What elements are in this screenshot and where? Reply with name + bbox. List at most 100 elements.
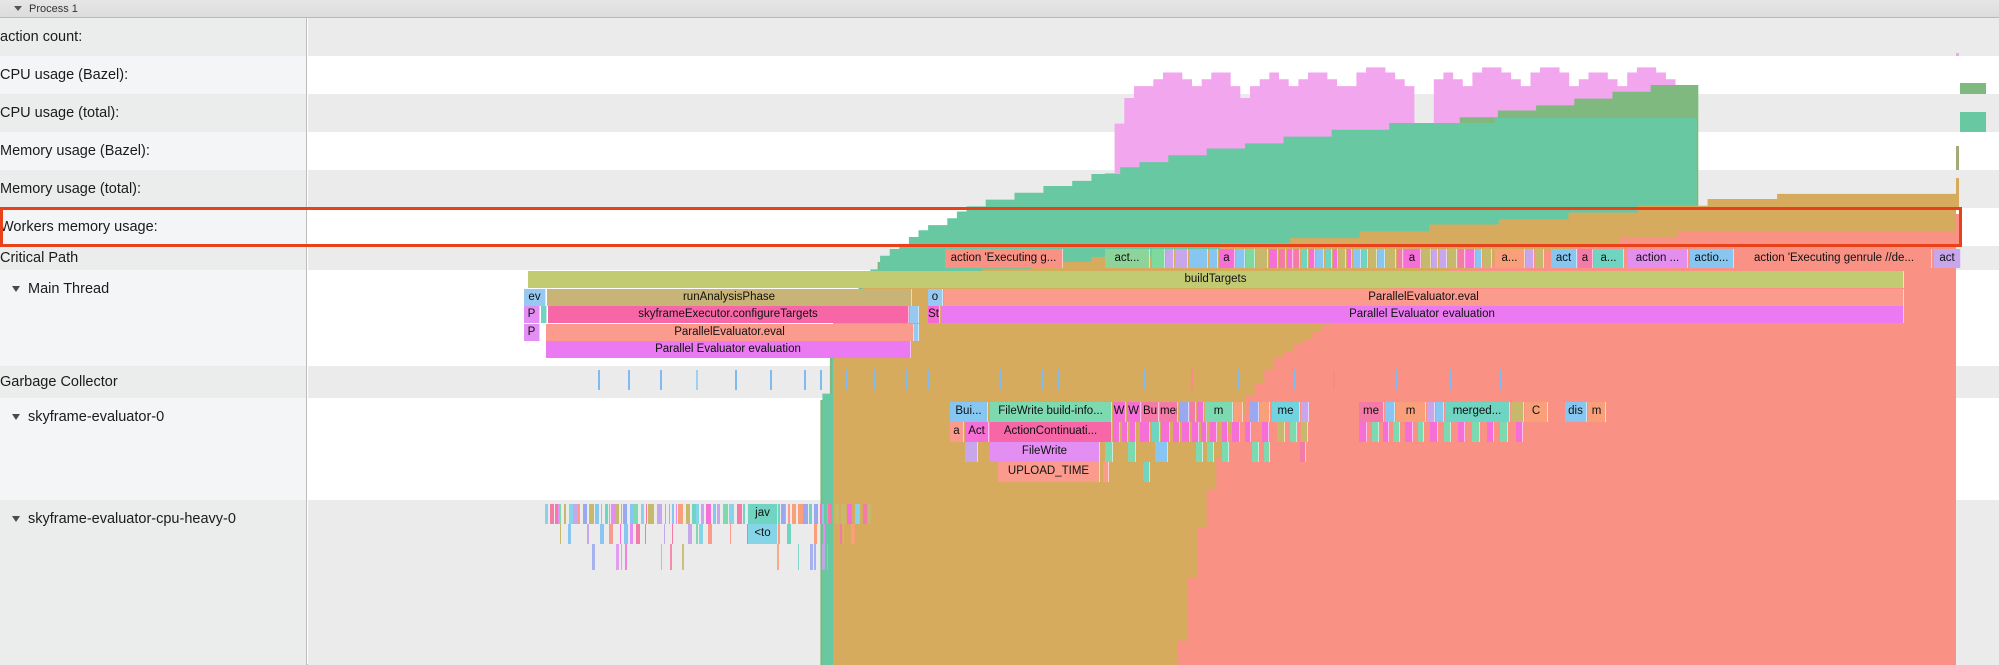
slice-skyframe-evaluator-0[interactable] <box>1418 422 1424 442</box>
gc-marker[interactable] <box>628 370 630 390</box>
gc-marker[interactable] <box>1333 370 1335 390</box>
slice-skyframe-evaluator-cpu-heavy-0[interactable] <box>676 504 677 524</box>
slice-skyframe-evaluator-cpu-heavy-0[interactable] <box>706 504 711 524</box>
slice-critical-path[interactable]: a... <box>1594 249 1624 268</box>
slice-skyframe-evaluator-cpu-heavy-0[interactable] <box>592 544 595 570</box>
slice-skyframe-evaluator-cpu-heavy-0[interactable] <box>843 524 844 544</box>
slice-skyframe-evaluator-0[interactable] <box>1516 422 1523 442</box>
slice-skyframe-evaluator-cpu-heavy-0[interactable] <box>665 504 666 524</box>
slice-skyframe-evaluator-cpu-heavy-0[interactable] <box>609 504 610 524</box>
slice-main-thread[interactable]: Parallel Evaluator evaluation <box>546 341 911 358</box>
slice-critical-path[interactable] <box>1432 249 1438 268</box>
gc-marker[interactable] <box>1237 370 1239 390</box>
slice-critical-path[interactable] <box>1236 249 1245 268</box>
slice-skyframe-evaluator-0[interactable] <box>1264 442 1270 462</box>
slice-skyframe-evaluator-cpu-heavy-0[interactable] <box>573 504 578 524</box>
slice-skyframe-evaluator-0[interactable] <box>1487 422 1494 442</box>
gc-marker[interactable] <box>1450 370 1452 390</box>
slice-skyframe-evaluator-0[interactable] <box>1201 422 1207 442</box>
slice-skyframe-evaluator-cpu-heavy-0[interactable] <box>827 544 828 570</box>
slice-skyframe-evaluator-0[interactable]: UPLOAD_TIME <box>998 462 1100 482</box>
slice-skyframe-evaluator-cpu-heavy-0[interactable] <box>778 524 780 544</box>
slice-skyframe-evaluator-0[interactable] <box>1430 422 1438 442</box>
slice-skyframe-evaluator-cpu-heavy-0[interactable] <box>814 524 817 544</box>
slice-skyframe-evaluator-0[interactable] <box>1262 422 1269 442</box>
caret-down-icon[interactable] <box>12 286 20 292</box>
slice-skyframe-evaluator-cpu-heavy-0[interactable] <box>814 504 818 524</box>
slice-skyframe-evaluator-cpu-heavy-0[interactable] <box>729 504 734 524</box>
slice-critical-path[interactable] <box>1535 249 1544 268</box>
slice-skyframe-evaluator-cpu-heavy-0[interactable] <box>841 504 846 524</box>
slice-skyframe-evaluator-cpu-heavy-0[interactable] <box>792 504 796 524</box>
track-label-row-workers-memory-usage[interactable]: Workers memory usage: <box>0 208 306 246</box>
slice-skyframe-evaluator-cpu-heavy-0[interactable] <box>696 504 699 524</box>
gc-marker[interactable] <box>1057 370 1059 390</box>
slice-skyframe-evaluator-0[interactable] <box>1197 402 1204 422</box>
slice-main-thread[interactable]: Parallel Evaluator evaluation <box>941 306 1904 323</box>
slice-skyframe-evaluator-cpu-heavy-0[interactable] <box>559 504 561 524</box>
gc-marker[interactable] <box>804 370 806 390</box>
slice-skyframe-evaluator-0[interactable] <box>1277 422 1285 442</box>
slice-skyframe-evaluator-cpu-heavy-0[interactable] <box>555 504 558 524</box>
gc-marker[interactable] <box>845 370 847 390</box>
slice-skyframe-evaluator-0[interactable]: m <box>1588 402 1606 422</box>
slice-skyframe-evaluator-cpu-heavy-0[interactable] <box>777 504 780 524</box>
slice-main-thread[interactable]: ParallelEvaluator.eval <box>546 323 914 341</box>
slice-critical-path[interactable] <box>1256 249 1268 268</box>
slice-skyframe-evaluator-cpu-heavy-0[interactable] <box>564 504 566 524</box>
slice-skyframe-evaluator-cpu-heavy-0[interactable] <box>730 524 731 544</box>
slice-skyframe-evaluator-cpu-heavy-0[interactable] <box>798 504 803 524</box>
slice-skyframe-evaluator-cpu-heavy-0[interactable] <box>595 504 599 524</box>
slice-skyframe-evaluator-0[interactable] <box>1383 422 1389 442</box>
slice-skyframe-evaluator-cpu-heavy-0[interactable] <box>781 504 785 524</box>
slice-main-thread[interactable] <box>541 306 547 323</box>
slice-main-thread[interactable] <box>910 306 919 323</box>
gc-marker[interactable] <box>1395 370 1397 390</box>
slice-critical-path[interactable] <box>1166 249 1174 268</box>
slice-skyframe-evaluator-cpu-heavy-0[interactable] <box>669 504 670 524</box>
slice-skyframe-evaluator-0[interactable]: me <box>1359 402 1384 422</box>
slice-critical-path[interactable] <box>1353 249 1361 268</box>
slice-critical-path[interactable] <box>1246 249 1255 268</box>
slice-skyframe-evaluator-0[interactable]: mer <box>1160 402 1178 422</box>
slice-critical-path[interactable] <box>1209 249 1218 268</box>
slice-skyframe-evaluator-cpu-heavy-0[interactable] <box>615 504 619 524</box>
slice-skyframe-evaluator-cpu-heavy-0[interactable] <box>822 504 824 524</box>
slice-skyframe-evaluator-0[interactable] <box>1173 422 1180 442</box>
slice-skyframe-evaluator-0[interactable] <box>1252 442 1259 462</box>
gc-marker[interactable] <box>1143 370 1145 390</box>
slice-critical-path[interactable] <box>1269 249 1278 268</box>
slice-skyframe-evaluator-cpu-heavy-0[interactable] <box>664 524 665 544</box>
slice-skyframe-evaluator-cpu-heavy-0[interactable] <box>569 504 573 524</box>
slice-skyframe-evaluator-cpu-heavy-0[interactable] <box>708 524 712 544</box>
gc-marker[interactable] <box>1041 370 1043 390</box>
slice-skyframe-evaluator-cpu-heavy-0[interactable] <box>645 524 646 544</box>
slice-skyframe-evaluator-0[interactable] <box>1245 422 1251 442</box>
slice-skyframe-evaluator-cpu-heavy-0[interactable] <box>713 504 716 524</box>
slice-critical-path[interactable] <box>1339 249 1346 268</box>
track-content-column[interactable]: action 'Executing g... act... a a a... act a a.… <box>308 18 1999 665</box>
slice-skyframe-evaluator-cpu-heavy-0[interactable] <box>855 504 860 524</box>
slice-critical-path[interactable]: act <box>1934 249 1961 268</box>
slice-skyframe-evaluator-0[interactable]: dis <box>1565 402 1587 422</box>
slice-critical-path[interactable] <box>1439 249 1447 268</box>
slice-skyframe-evaluator-cpu-heavy-0[interactable] <box>682 544 684 570</box>
slice-main-thread[interactable]: St <box>928 306 940 323</box>
slice-skyframe-evaluator-0[interactable]: a <box>950 422 964 442</box>
slice-critical-path[interactable] <box>1287 249 1293 268</box>
slice-skyframe-evaluator-cpu-heavy-0[interactable] <box>621 544 622 570</box>
slice-skyframe-evaluator-cpu-heavy-0[interactable] <box>621 504 622 524</box>
slice-skyframe-evaluator-0[interactable] <box>1155 442 1168 462</box>
gc-marker[interactable] <box>1500 370 1502 390</box>
slice-main-thread[interactable]: P <box>524 306 540 323</box>
slice-skyframe-evaluator-0[interactable]: Bui... <box>950 402 988 422</box>
slice-skyframe-evaluator-cpu-heavy-0[interactable] <box>701 504 704 524</box>
slice-critical-path[interactable] <box>1362 249 1368 268</box>
slice-skyframe-evaluator-0[interactable] <box>1393 422 1400 442</box>
slice-skyframe-evaluator-cpu-heavy-0[interactable] <box>688 524 692 544</box>
slice-main-thread[interactable]: skyframeExecutor.configureTargets <box>548 306 909 323</box>
slice-critical-path[interactable] <box>1189 249 1208 268</box>
slice-skyframe-evaluator-cpu-heavy-0[interactable] <box>661 544 662 570</box>
slice-skyframe-evaluator-0[interactable] <box>1301 422 1308 442</box>
slice-skyframe-evaluator-0[interactable] <box>1161 422 1170 442</box>
